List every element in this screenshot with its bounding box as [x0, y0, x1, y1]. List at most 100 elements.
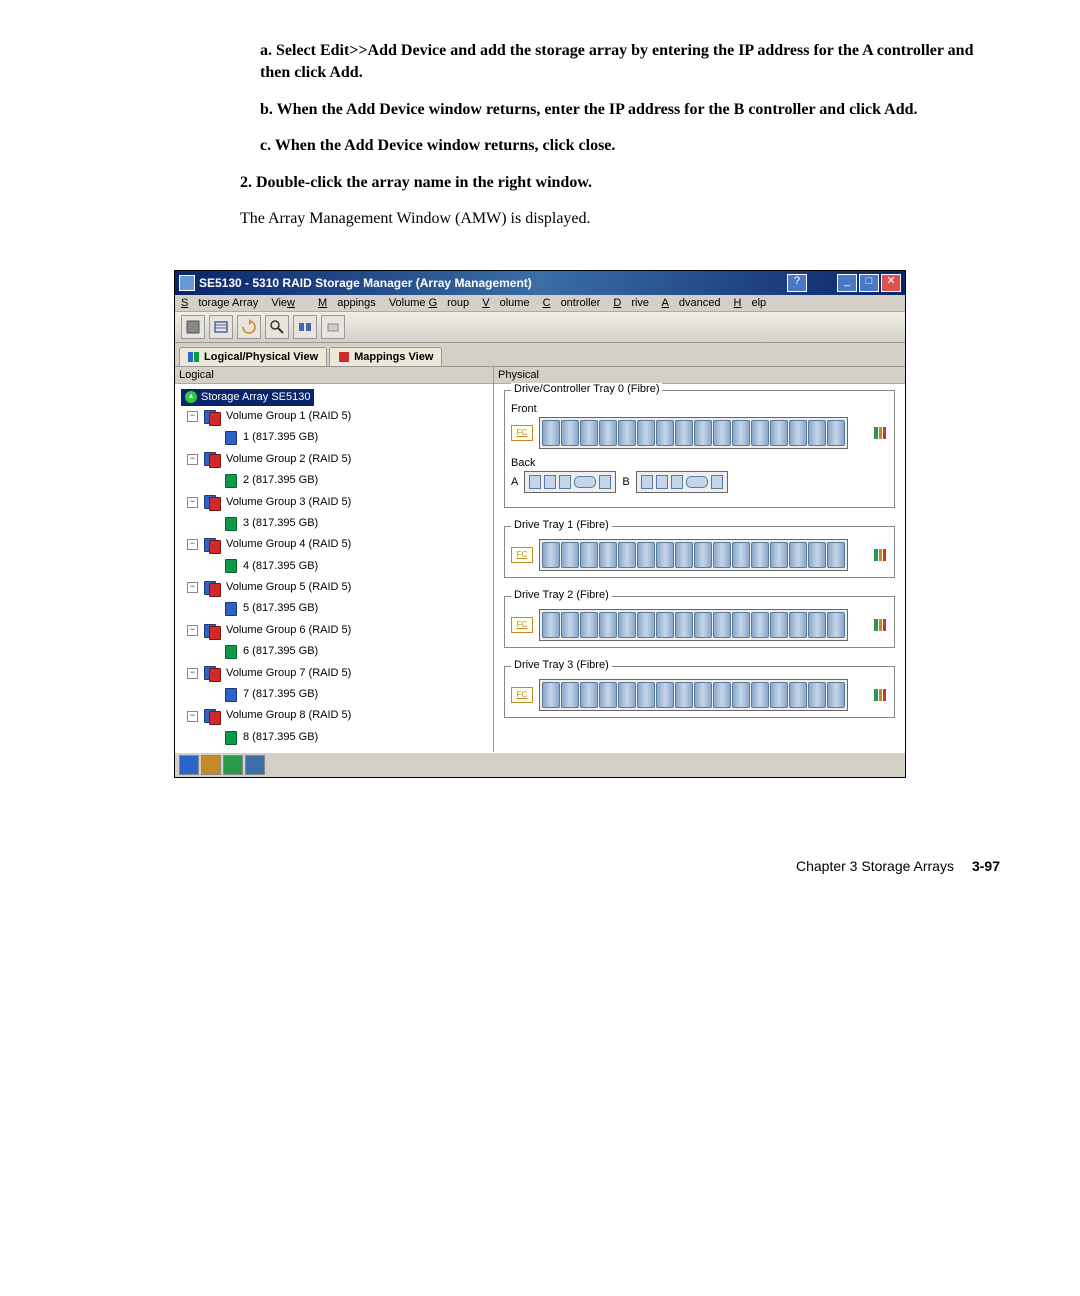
status-btn-3[interactable] [223, 755, 243, 775]
drive-slot[interactable] [789, 420, 807, 446]
drive-slot[interactable] [808, 682, 826, 708]
titlebar-help-button[interactable]: ? [787, 274, 807, 292]
drive-slot[interactable] [618, 542, 636, 568]
drive-slot[interactable] [770, 682, 788, 708]
drive-slot[interactable] [675, 682, 693, 708]
menu-volume[interactable]: Volume [482, 297, 529, 309]
volume-row[interactable]: 2 (817.395 GB) [181, 470, 487, 491]
volume-row[interactable]: 3 (817.395 GB) [181, 513, 487, 534]
expander-icon[interactable]: − [187, 497, 198, 508]
expander-icon[interactable]: − [187, 625, 198, 636]
expander-icon[interactable]: − [187, 711, 198, 722]
drive-slot[interactable] [656, 612, 674, 638]
toolbar-btn-5[interactable] [293, 315, 317, 339]
drive-slot[interactable] [675, 420, 693, 446]
drive-slot[interactable] [751, 542, 769, 568]
status-btn-2[interactable] [201, 755, 221, 775]
drive-slot[interactable] [599, 542, 617, 568]
volume-group-row[interactable]: − Volume Group 1 (RAID 5) [187, 406, 487, 427]
volume-row[interactable]: 1 (817.395 GB) [181, 427, 487, 448]
tray-status-icon[interactable] [872, 547, 888, 563]
menu-mappings[interactable]: Mappings [318, 297, 376, 309]
drive-slot[interactable] [599, 612, 617, 638]
drive-slot[interactable] [770, 542, 788, 568]
drive-slot[interactable] [561, 612, 579, 638]
drive-slot[interactable] [827, 542, 845, 568]
fc-badge[interactable]: FC [511, 547, 533, 563]
drive-slot[interactable] [751, 420, 769, 446]
menu-controller[interactable]: Controller [543, 297, 601, 309]
drive-slot[interactable] [561, 682, 579, 708]
expander-icon[interactable]: − [187, 454, 198, 465]
drive-slot[interactable] [656, 420, 674, 446]
drive-slot[interactable] [618, 612, 636, 638]
drive-slot[interactable] [713, 682, 731, 708]
drive-slot[interactable] [618, 682, 636, 708]
drive-slot[interactable] [808, 612, 826, 638]
volume-row[interactable]: 5 (817.395 GB) [181, 598, 487, 619]
drive-slot[interactable] [694, 420, 712, 446]
drive-slot[interactable] [599, 682, 617, 708]
drive-slot[interactable] [580, 542, 598, 568]
volume-row[interactable]: 8 (817.395 GB) [181, 727, 487, 748]
drive-slot[interactable] [637, 612, 655, 638]
drive-slot[interactable] [694, 612, 712, 638]
fc-badge[interactable]: FC [511, 425, 533, 441]
drive-slot[interactable] [637, 682, 655, 708]
expander-icon[interactable]: − [187, 668, 198, 679]
controller-b[interactable] [636, 471, 728, 493]
toolbar-btn-6[interactable] [321, 315, 345, 339]
drive-slot[interactable] [751, 612, 769, 638]
drive-slot[interactable] [808, 542, 826, 568]
tray-status-icon[interactable] [872, 425, 888, 441]
drive-slot[interactable] [561, 420, 579, 446]
close-button[interactable]: ✕ [881, 274, 901, 292]
menu-storage-array[interactable]: Storage Array [181, 297, 258, 309]
volume-row[interactable]: 4 (817.395 GB) [181, 556, 487, 577]
drive-slot[interactable] [637, 420, 655, 446]
drive-slot[interactable] [732, 682, 750, 708]
drive-slot[interactable] [789, 542, 807, 568]
volume-group-row[interactable]: − Volume Group 3 (RAID 5) [187, 492, 487, 513]
drive-slot[interactable] [618, 420, 636, 446]
drive-slot[interactable] [751, 682, 769, 708]
drive-slot[interactable] [580, 682, 598, 708]
volume-row[interactable]: 6 (817.395 GB) [181, 641, 487, 662]
drive-slot[interactable] [732, 420, 750, 446]
drive-slot[interactable] [827, 420, 845, 446]
drive-slot[interactable] [770, 420, 788, 446]
drive-slot[interactable] [637, 542, 655, 568]
drive-slot[interactable] [542, 420, 560, 446]
minimize-button[interactable]: _ [837, 274, 857, 292]
volume-group-row[interactable]: − Volume Group 4 (RAID 5) [187, 534, 487, 555]
fc-badge[interactable]: FC [511, 687, 533, 703]
expander-icon[interactable]: − [187, 582, 198, 593]
tab-logical-physical[interactable]: Logical/Physical View [179, 347, 327, 366]
drive-slot[interactable] [694, 542, 712, 568]
menu-volume-group[interactable]: Volume Group [389, 297, 469, 309]
volume-group-row[interactable]: − Volume Group 8 (RAID 5) [187, 705, 487, 726]
toolbar-btn-1[interactable] [181, 315, 205, 339]
volume-group-row[interactable]: − Volume Group 2 (RAID 5) [187, 449, 487, 470]
drive-slot[interactable] [713, 542, 731, 568]
status-btn-1[interactable] [179, 755, 199, 775]
drive-slot[interactable] [732, 612, 750, 638]
fc-badge[interactable]: FC [511, 617, 533, 633]
volume-row[interactable]: 7 (817.395 GB) [181, 684, 487, 705]
drive-slot[interactable] [789, 612, 807, 638]
expander-icon[interactable]: − [187, 411, 198, 422]
tree-root[interactable]: Storage Array SE5130 [181, 389, 314, 406]
tab-mappings[interactable]: Mappings View [329, 347, 442, 366]
drive-slot[interactable] [656, 542, 674, 568]
drive-slot[interactable] [580, 420, 598, 446]
menu-drive[interactable]: Drive [613, 297, 649, 309]
drive-slot[interactable] [827, 682, 845, 708]
drive-slot[interactable] [542, 612, 560, 638]
expander-icon[interactable]: − [187, 539, 198, 550]
drive-slot[interactable] [808, 420, 826, 446]
status-btn-4[interactable] [245, 755, 265, 775]
drive-slot[interactable] [732, 542, 750, 568]
menu-help[interactable]: Help [734, 297, 767, 309]
drive-slot[interactable] [789, 682, 807, 708]
controller-a[interactable] [524, 471, 616, 493]
